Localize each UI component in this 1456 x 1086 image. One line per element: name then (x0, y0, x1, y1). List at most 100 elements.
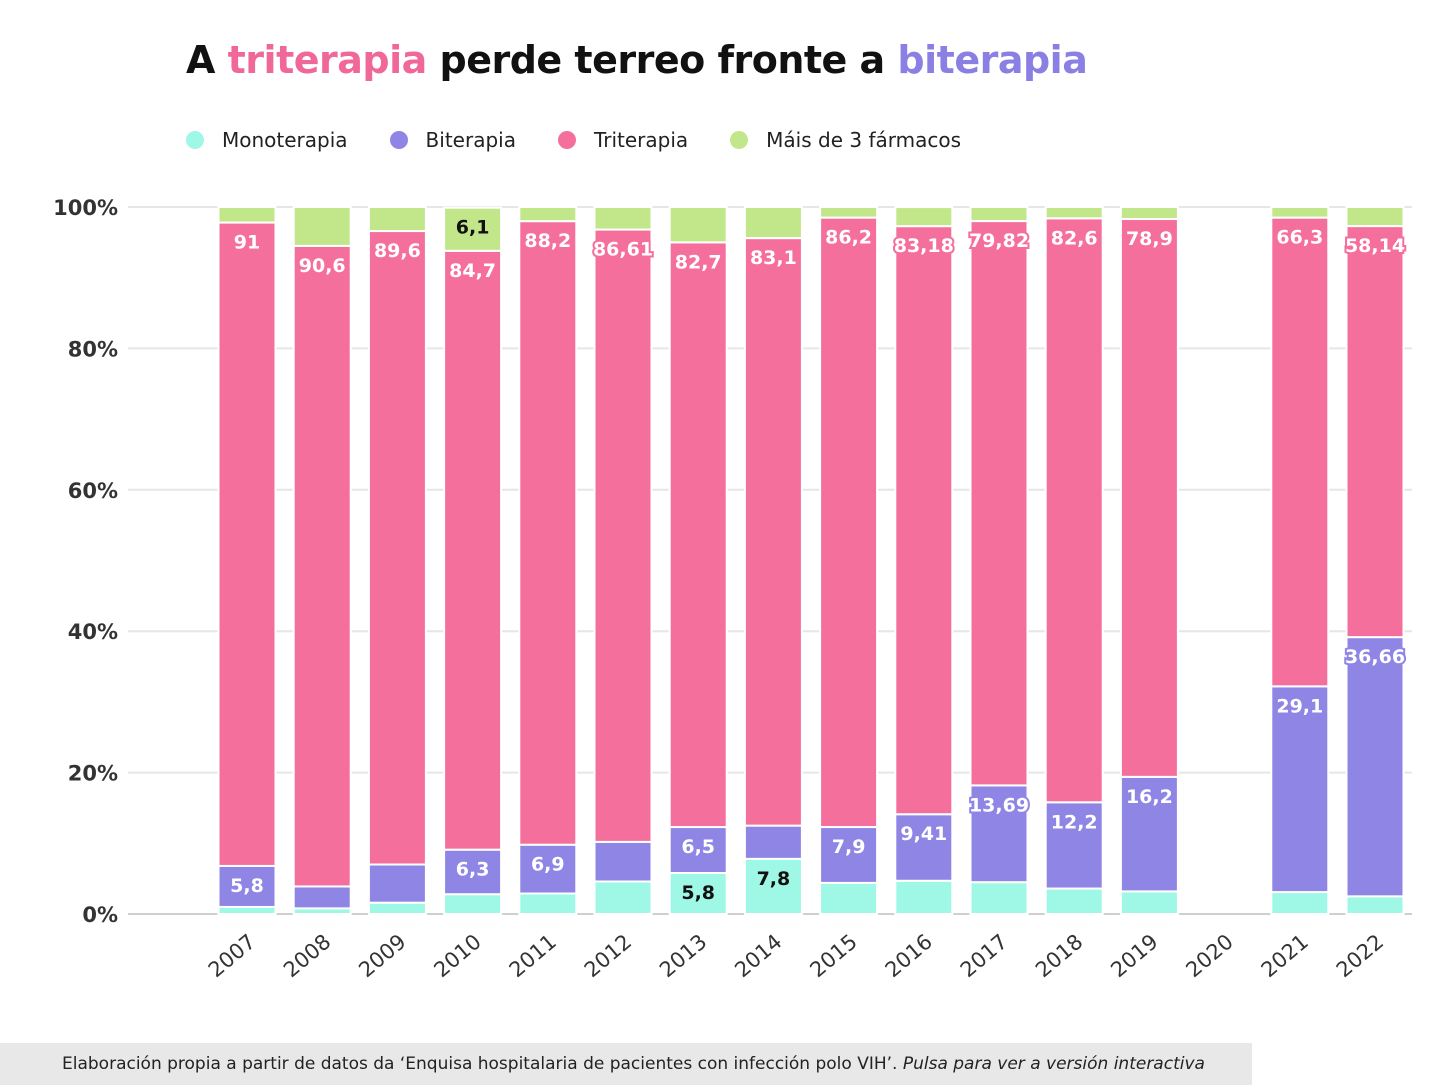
x-tick-label: 2020 (1181, 929, 1237, 982)
interactive-link[interactable]: Pulsa para ver a versión interactiva (902, 1054, 1205, 1074)
data-label: 36,66 (1345, 646, 1405, 668)
y-tick-label: 20% (68, 762, 118, 786)
bar-segment (894, 879, 954, 915)
legend-label-monoterapia: Monoterapia (222, 128, 348, 152)
legend-label-triterapia: Triterapia (593, 128, 689, 152)
bar-segment (969, 206, 1029, 223)
bar-segment (443, 249, 503, 851)
bar-segment (367, 206, 427, 233)
data-label: 6,1 (456, 217, 490, 239)
bar-segment (443, 206, 503, 252)
data-label: 91 (234, 232, 260, 254)
legend-swatch-mais-de-3 (730, 131, 749, 149)
bar-segment (1044, 887, 1104, 915)
x-tick-label: 2012 (580, 929, 636, 982)
legend-label-biterapia: Biterapia (425, 128, 516, 152)
x-tick-label: 2019 (1106, 929, 1162, 982)
data-label: 12,2 (1051, 811, 1098, 833)
bar-segment (743, 237, 803, 827)
legend-swatch-monoterapia (186, 131, 204, 149)
data-label: 6,3 (456, 859, 490, 881)
y-tick-label: 0% (82, 903, 118, 927)
bar-segment (969, 784, 1029, 884)
bar-segment (1270, 685, 1330, 894)
data-label: 6,9 (531, 854, 565, 876)
bar-segment (969, 881, 1029, 915)
y-tick-label: 100% (53, 196, 118, 220)
chart-legend: Monoterapia Biterapia Triterapia Máis de… (186, 128, 1003, 152)
legend-item-biterapia[interactable]: Biterapia (389, 128, 516, 152)
source-footer: Elaboración propia a partir de datos da … (0, 1043, 1252, 1085)
data-label: 78,9 (1126, 228, 1173, 250)
legend-swatch-triterapia (557, 131, 576, 149)
x-tick-label: 2021 (1257, 929, 1313, 982)
bar-segment (1044, 206, 1104, 220)
x-tick-label: 2015 (805, 929, 861, 982)
title-highlight-biterapia: biterapia (897, 38, 1088, 82)
data-label: 9,41 (900, 823, 947, 845)
data-label: 29,1 (1276, 695, 1323, 717)
chart-title: A triterapia perde terreo fronte a biter… (186, 38, 1088, 82)
data-label: 88,2 (524, 230, 571, 252)
bar-segment (743, 824, 803, 860)
bar-segment (518, 892, 578, 916)
bar-segment (819, 206, 879, 219)
bar-segment (292, 206, 352, 247)
title-part1: A (186, 38, 228, 82)
bar-segment (518, 206, 578, 223)
x-tick-label: 2017 (956, 929, 1012, 982)
legend-label-mais-de-3: Máis de 3 fármacos (766, 128, 962, 152)
bar-segment (593, 840, 653, 883)
bar-segment (668, 206, 728, 244)
bar-segment (593, 228, 653, 843)
data-label: 83,1 (750, 247, 797, 269)
legend-item-mais-de-3[interactable]: Máis de 3 fármacos (730, 128, 961, 152)
bar-segment (1345, 225, 1405, 639)
bar-segment (593, 880, 653, 916)
data-label: 5,8 (230, 875, 264, 897)
bar-segment (1119, 890, 1179, 915)
bar-segment (1119, 775, 1179, 893)
bar-segment (1044, 217, 1104, 804)
bar-segment (1119, 206, 1179, 221)
legend-item-triterapia[interactable]: Triterapia (557, 128, 689, 152)
bar-segment (518, 220, 578, 846)
title-highlight-triterapia: triterapia (227, 38, 428, 82)
title-part2: perde terreo fronte a (426, 38, 898, 82)
bar-segment (1270, 206, 1330, 219)
bar-segment (668, 241, 728, 829)
x-tick-label: 2022 (1332, 929, 1388, 982)
bar-segment (819, 881, 879, 916)
data-label: 7,8 (757, 868, 791, 890)
data-label: 16,2 (1126, 786, 1173, 808)
data-label: 79,82 (969, 230, 1029, 252)
x-tick-label: 2011 (505, 929, 561, 982)
stacked-bar-chart: 0% 20% 40% 60% 80% 100% 5,8 91 90,6 89,6 6,3 84,7 6,… (53, 196, 1412, 982)
bar-segment (217, 206, 277, 224)
bar-segment (367, 901, 427, 915)
bar-segment (819, 216, 879, 829)
data-label: 66,3 (1276, 227, 1323, 249)
x-tick-label: 2010 (429, 929, 485, 982)
data-label: 86,61 (593, 239, 653, 261)
bar-segment (217, 864, 277, 908)
bar-segment (1345, 895, 1405, 916)
data-label: 58,14 (1345, 235, 1405, 257)
data-label: 84,7 (449, 260, 496, 282)
bar-segment (518, 843, 578, 895)
bar-segment (217, 905, 277, 915)
legend-swatch-biterapia (389, 131, 408, 149)
x-tick-label: 2009 (354, 929, 410, 982)
bar-segment (1119, 218, 1179, 778)
bar-segment (894, 206, 954, 228)
data-label: 5,8 (681, 882, 715, 904)
bar-segment (593, 206, 653, 231)
bar-segment (443, 893, 503, 915)
x-tick-label: 2013 (655, 929, 711, 982)
bar-segment (1270, 891, 1330, 916)
data-label: 82,6 (1051, 227, 1098, 249)
data-label: 82,7 (675, 251, 722, 273)
bar-segment (1270, 216, 1330, 688)
legend-item-monoterapia[interactable]: Monoterapia (186, 128, 348, 152)
y-tick-label: 80% (68, 337, 118, 361)
